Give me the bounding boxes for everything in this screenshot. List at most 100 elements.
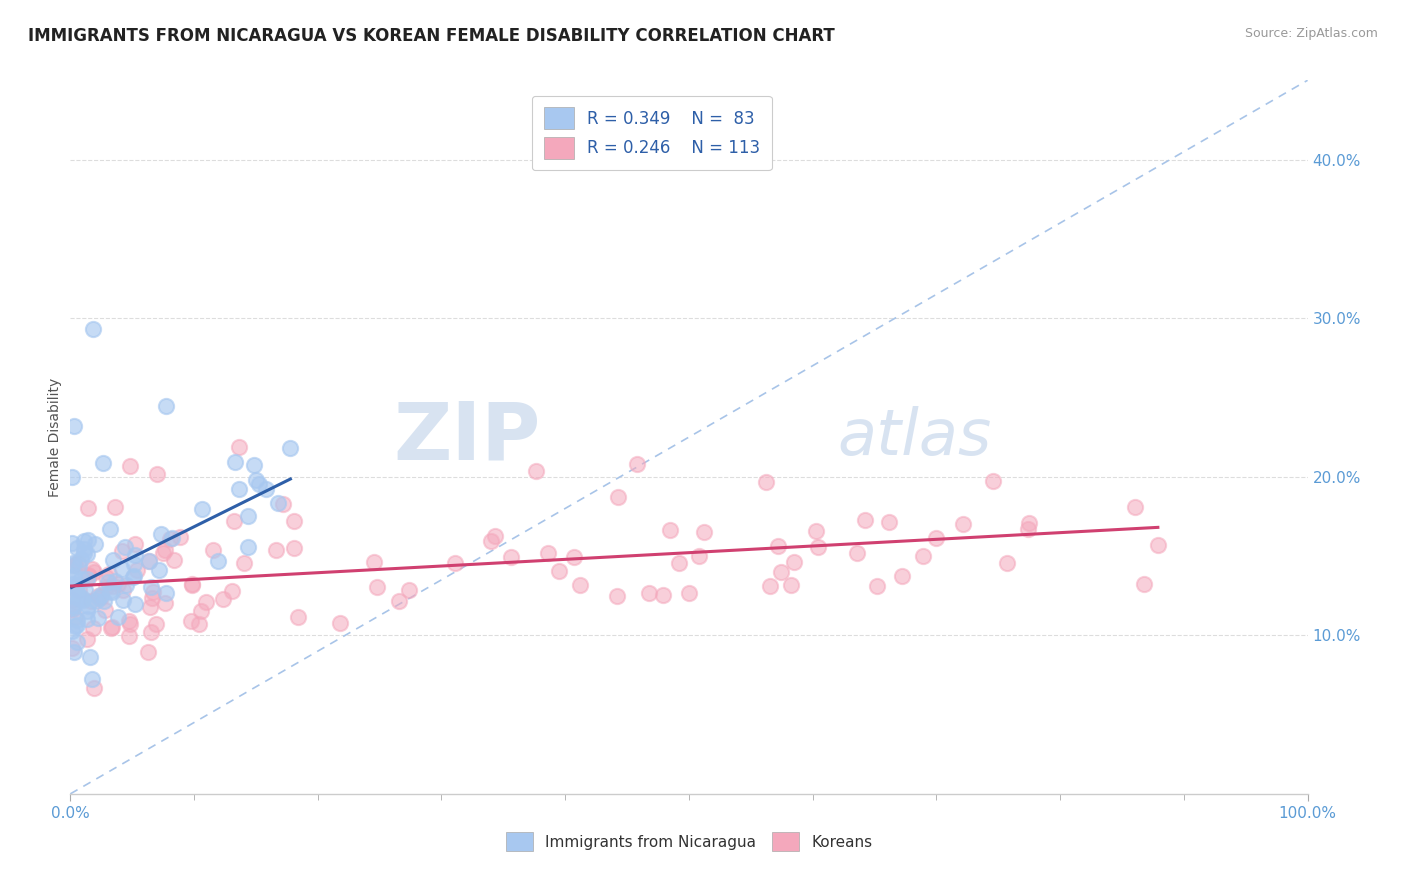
Text: atlas: atlas: [838, 406, 991, 468]
Legend: Immigrants from Nicaragua, Koreans: Immigrants from Nicaragua, Koreans: [499, 826, 879, 857]
Point: [688, 549, 710, 563]
Point: [169, 530, 191, 544]
Point: [76, 612, 98, 626]
Point: [73, 546, 96, 560]
Point: [69, 583, 91, 598]
Point: [638, 586, 661, 600]
Point: [195, 595, 218, 609]
Point: [877, 516, 900, 530]
Point: [62, 577, 84, 591]
Point: [499, 549, 522, 564]
Point: [1018, 516, 1040, 530]
Point: [82, 622, 104, 636]
Point: [233, 556, 256, 570]
Point: [264, 542, 287, 557]
Point: [76, 604, 98, 618]
Point: [63, 619, 86, 633]
Point: [83, 565, 105, 579]
Point: [236, 508, 259, 523]
Y-axis label: Female Disability: Female Disability: [48, 377, 62, 497]
Point: [568, 578, 591, 592]
Point: [444, 556, 467, 570]
Point: [98, 583, 121, 598]
Point: [1017, 522, 1039, 536]
Point: [652, 587, 675, 601]
Point: [141, 624, 163, 639]
Text: ZIP: ZIP: [394, 398, 540, 476]
Point: [283, 541, 305, 555]
Point: [107, 610, 129, 624]
Point: [97, 574, 120, 589]
Point: [138, 554, 160, 568]
Point: [163, 552, 186, 566]
Point: [287, 609, 309, 624]
Point: [247, 477, 270, 491]
Point: [755, 475, 778, 489]
Point: [548, 564, 571, 578]
Point: [283, 514, 305, 528]
Point: [180, 577, 202, 591]
Point: [981, 474, 1004, 488]
Point: [770, 566, 793, 580]
Point: [228, 440, 250, 454]
Point: [73, 582, 96, 597]
Point: [207, 554, 229, 568]
Point: [62, 601, 84, 615]
Point: [98, 567, 121, 582]
Point: [398, 583, 420, 598]
Point: [94, 569, 117, 583]
Point: [101, 619, 124, 633]
Point: [107, 577, 129, 591]
Point: [153, 596, 176, 610]
Point: [60, 593, 83, 607]
Point: [82, 562, 104, 576]
Point: [111, 543, 134, 558]
Point: [759, 579, 782, 593]
Point: [98, 522, 121, 536]
Point: [101, 553, 124, 567]
Point: [159, 532, 181, 546]
Point: [1147, 538, 1170, 552]
Point: [93, 593, 115, 607]
Point: [224, 455, 246, 469]
Point: [80, 672, 103, 686]
Point: [152, 546, 174, 560]
Point: [90, 590, 112, 604]
Point: [155, 399, 177, 413]
Point: [181, 578, 204, 592]
Point: [136, 644, 159, 658]
Point: [658, 523, 681, 537]
Point: [63, 645, 86, 659]
Point: [67, 591, 90, 605]
Point: [606, 490, 628, 504]
Point: [80, 594, 103, 608]
Point: [60, 469, 83, 483]
Point: [626, 458, 648, 472]
Point: [211, 592, 233, 607]
Point: [865, 579, 887, 593]
Point: [138, 554, 160, 568]
Point: [60, 598, 83, 612]
Point: [188, 616, 211, 631]
Point: [141, 585, 163, 599]
Point: [484, 529, 506, 543]
Point: [124, 537, 146, 551]
Point: [66, 585, 89, 599]
Point: [63, 419, 86, 434]
Point: [66, 556, 89, 570]
Point: [271, 497, 294, 511]
Point: [606, 589, 628, 603]
Point: [62, 581, 84, 595]
Point: [925, 531, 948, 545]
Point: [124, 597, 146, 611]
Point: [280, 442, 302, 456]
Point: [845, 546, 868, 560]
Point: [191, 502, 214, 516]
Point: [141, 591, 163, 606]
Point: [72, 593, 94, 607]
Point: [69, 552, 91, 566]
Point: [363, 555, 385, 569]
Point: [245, 473, 267, 487]
Point: [780, 578, 803, 592]
Point: [160, 531, 183, 545]
